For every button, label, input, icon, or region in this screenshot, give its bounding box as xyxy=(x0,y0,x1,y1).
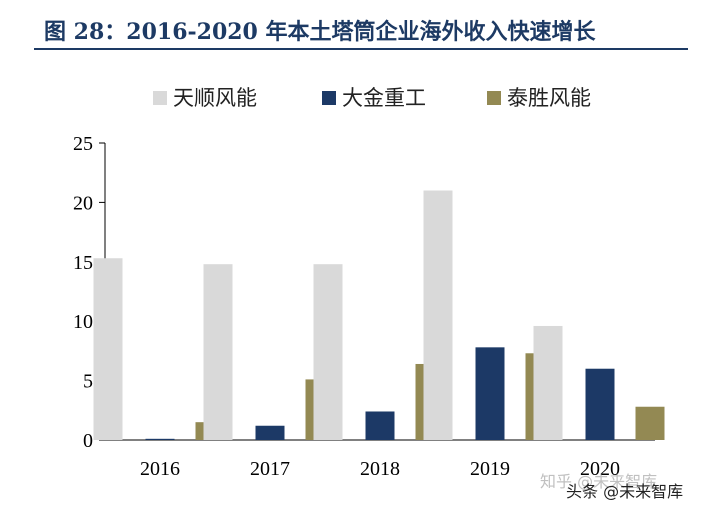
x-tick-label: 2016 xyxy=(140,458,180,480)
bar-1-2020 xyxy=(533,325,563,440)
chart-title: 图 28：2016-2020 年本土塔筒企业海外收入快速增长 xyxy=(44,19,596,45)
x-tick-label: 2018 xyxy=(360,458,400,480)
legend-label-1: 天顺风能 xyxy=(173,86,257,110)
bar-2-2018 xyxy=(365,411,395,440)
y-tick-label: 10 xyxy=(73,311,93,333)
watermark-faded: 知乎 @未来智库 xyxy=(540,472,658,491)
bar-3-2020 xyxy=(635,406,665,440)
bar-2-2017 xyxy=(255,425,285,440)
bar-1-2017 xyxy=(203,264,233,440)
y-tick-label: 0 xyxy=(83,430,93,452)
bar-2-2019 xyxy=(475,347,505,440)
bar-1-2018 xyxy=(313,264,343,440)
bar-2-2020 xyxy=(585,368,615,440)
y-tick-label: 25 xyxy=(73,133,93,155)
x-tick-label: 2020 xyxy=(580,458,620,480)
bar-1-2019 xyxy=(423,190,453,440)
legend-label-2: 大金重工 xyxy=(342,86,426,110)
watermark-text: 头条 @未来智库 xyxy=(566,482,684,501)
legend-swatch-2 xyxy=(322,91,336,105)
y-tick-label: 20 xyxy=(73,192,93,214)
legend-swatch-3 xyxy=(487,91,501,105)
legend-label-3: 泰胜风能 xyxy=(507,86,591,110)
y-tick-label: 15 xyxy=(73,252,93,274)
x-tick-label: 2017 xyxy=(250,458,290,480)
title-bar: 图 28：2016-2020 年本土塔筒企业海外收入快速增长 xyxy=(34,6,688,50)
y-tick-label: 5 xyxy=(83,371,93,393)
bar-2-2016 xyxy=(145,438,175,440)
legend-swatch-1 xyxy=(153,91,167,105)
x-tick-label: 2019 xyxy=(470,458,510,480)
bar-1-2016 xyxy=(93,258,123,440)
